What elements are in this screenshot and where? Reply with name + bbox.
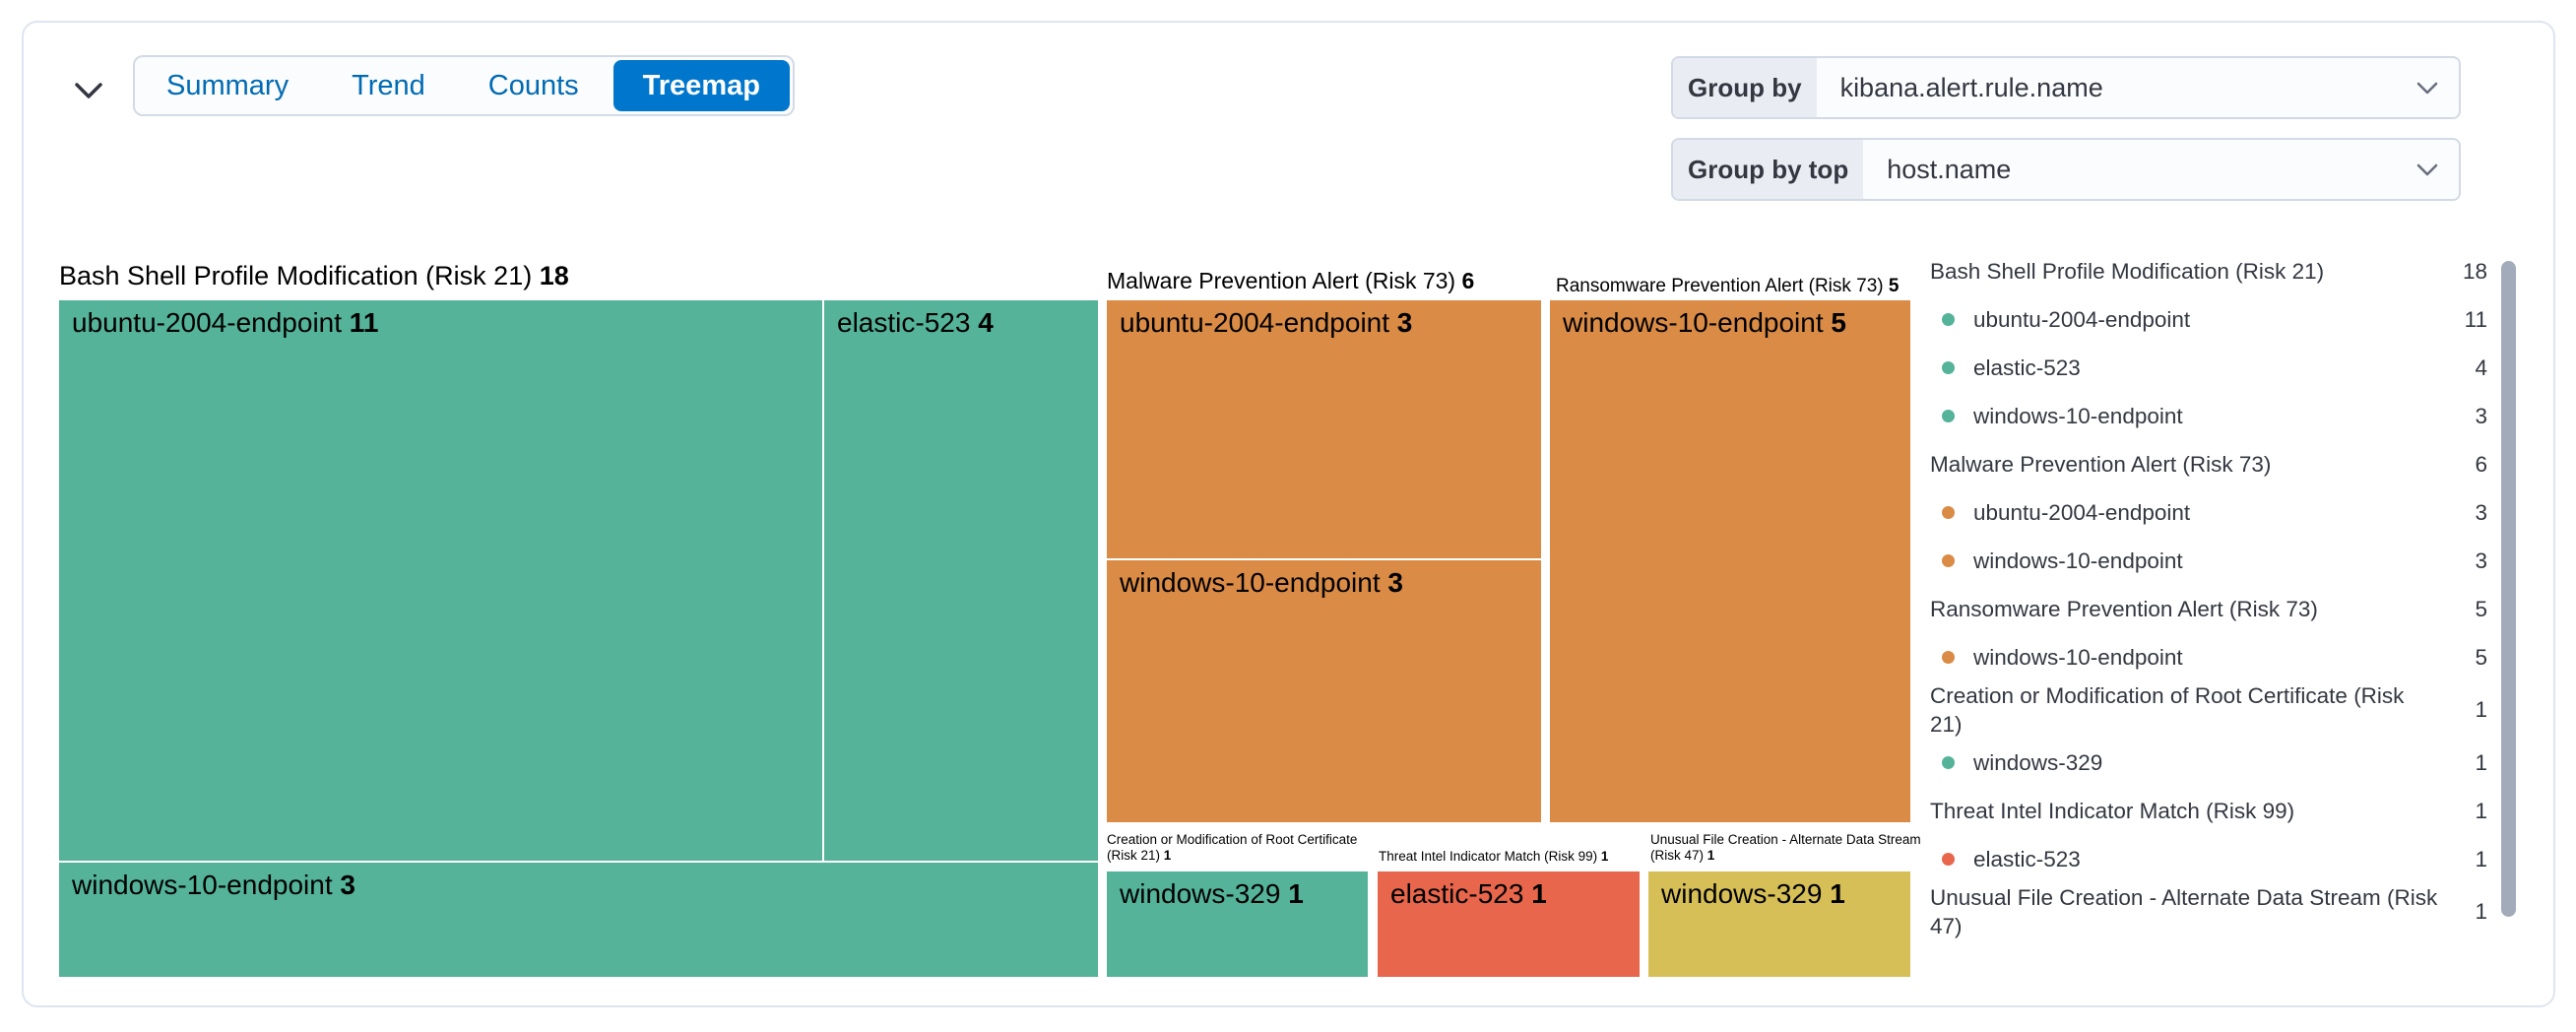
treemap-cell-label: elastic-523 1: [1390, 878, 1547, 909]
treemap-group-label: Creation or Modification of Root Certifi…: [1107, 832, 1358, 863]
tab-counts[interactable]: Counts: [457, 57, 611, 114]
legend-dot-icon: [1942, 651, 1955, 664]
treemap-cell-label: ubuntu-2004-endpoint 11: [72, 307, 379, 338]
chevron-down-icon: [2415, 58, 2459, 117]
collapse-panel-button[interactable]: [67, 70, 110, 113]
treemap-cell[interactable]: windows-329 1: [1648, 871, 1910, 977]
legend-label: Malware Prevention Alert (Risk 73): [1930, 452, 2272, 477]
legend-item-host[interactable]: ubuntu-2004-endpoint 3: [1930, 488, 2487, 537]
tab-trend[interactable]: Trend: [320, 57, 457, 114]
legend-item-host[interactable]: windows-10-endpoint 3: [1930, 392, 2487, 440]
group-by-label: Group by: [1673, 58, 1817, 117]
legend-dot-icon: [1942, 554, 1955, 567]
legend-item-rule[interactable]: Ransomware Prevention Alert (Risk 73) 5: [1930, 585, 2487, 633]
legend-value: 3: [2475, 548, 2487, 573]
chevron-down-icon: [74, 82, 103, 102]
legend-label: windows-10-endpoint: [1973, 404, 2183, 428]
legend-dot-icon: [1942, 410, 1955, 422]
legend-item-host[interactable]: windows-10-endpoint 5: [1930, 633, 2487, 681]
alerts-panel: Summary Trend Counts Treemap Group by ki…: [22, 21, 2555, 1007]
legend-label: Ransomware Prevention Alert (Risk 73): [1930, 597, 2318, 621]
legend-value: 3: [2475, 403, 2487, 428]
legend-item-rule[interactable]: Threat Intel Indicator Match (Risk 99) 1: [1930, 787, 2487, 835]
legend-value: 1: [2475, 749, 2487, 775]
legend-value: 5: [2475, 596, 2487, 621]
chevron-down-icon: [2415, 140, 2459, 199]
legend-label: elastic-523: [1973, 355, 2081, 380]
treemap-cell[interactable]: elastic-523 1: [1378, 871, 1640, 977]
legend-dot-icon: [1942, 756, 1955, 769]
legend-dot-icon: [1942, 313, 1955, 326]
legend-item-host[interactable]: ubuntu-2004-endpoint 11: [1930, 295, 2487, 344]
treemap-cell-label: windows-329 1: [1661, 878, 1845, 909]
group-by-top-select[interactable]: Group by top host.name: [1671, 138, 2461, 201]
legend-value: 1: [2475, 899, 2487, 924]
legend-item-host[interactable]: elastic-523 4: [1930, 344, 2487, 392]
tab-summary[interactable]: Summary: [135, 57, 320, 114]
group-by-top-label: Group by top: [1673, 140, 1864, 199]
legend-dot-icon: [1942, 853, 1955, 866]
legend-value: 1: [2475, 798, 2487, 823]
treemap-group-label: Unusual File Creation - Alternate Data S…: [1650, 832, 1921, 863]
treemap-group-label: Ransomware Prevention Alert (Risk 73) 5: [1556, 276, 1900, 296]
legend-item-host[interactable]: windows-329 1: [1930, 739, 2487, 787]
treemap-cell-label: windows-329 1: [1120, 878, 1304, 909]
legend-value: 18: [2462, 258, 2487, 284]
legend-item-rule[interactable]: Unusual File Creation - Alternate Data S…: [1930, 883, 2487, 940]
treemap-cell[interactable]: windows-329 1: [1107, 871, 1368, 977]
legend-scrollbar[interactable]: [2501, 261, 2516, 917]
treemap-cell[interactable]: ubuntu-2004-endpoint 3: [1107, 300, 1541, 558]
legend-value: 5: [2475, 644, 2487, 670]
legend-label: Unusual File Creation - Alternate Data S…: [1930, 885, 2438, 938]
legend-list: Bash Shell Profile Modification (Risk 21…: [1930, 247, 2487, 940]
legend-value: 3: [2475, 499, 2487, 525]
legend-label: elastic-523: [1973, 847, 2081, 871]
legend-label: windows-10-endpoint: [1973, 645, 2183, 670]
legend-label: windows-10-endpoint: [1973, 548, 2183, 573]
treemap-cell-label: windows-10-endpoint 3: [72, 870, 355, 900]
treemap-cell[interactable]: ubuntu-2004-endpoint 11: [59, 300, 822, 861]
legend-label: Bash Shell Profile Modification (Risk 21…: [1930, 259, 2325, 284]
treemap-group-label: Malware Prevention Alert (Risk 73) 6: [1107, 268, 1475, 293]
legend-label: Threat Intel Indicator Match (Risk 99): [1930, 799, 2295, 823]
treemap-cell-label: windows-10-endpoint 5: [1563, 307, 1846, 338]
legend-label: ubuntu-2004-endpoint: [1973, 500, 2191, 525]
legend-value: 1: [2475, 846, 2487, 871]
legend-label: Creation or Modification of Root Certifi…: [1930, 683, 2405, 737]
treemap: Bash Shell Profile Modification (Risk 21…: [24, 23, 2553, 1005]
legend-value: 11: [2464, 306, 2487, 332]
chart-view-tab-group: Summary Trend Counts Treemap: [133, 55, 795, 116]
legend-value: 1: [2475, 697, 2487, 722]
treemap-cell[interactable]: windows-10-endpoint 5: [1550, 300, 1910, 822]
legend-item-host[interactable]: windows-10-endpoint 3: [1930, 537, 2487, 585]
legend-item-rule[interactable]: Malware Prevention Alert (Risk 73) 6: [1930, 440, 2487, 488]
legend-value: 6: [2475, 451, 2487, 477]
treemap-group-label: Threat Intel Indicator Match (Risk 99) 1: [1379, 849, 1609, 864]
treemap-cell[interactable]: windows-10-endpoint 3: [59, 863, 1098, 977]
treemap-cell-label: ubuntu-2004-endpoint 3: [1120, 307, 1413, 338]
legend-label: windows-329: [1973, 750, 2103, 775]
treemap-cell[interactable]: elastic-523 4: [824, 300, 1098, 861]
legend-dot-icon: [1942, 506, 1955, 519]
legend-dot-icon: [1942, 361, 1955, 374]
treemap-cell-label: elastic-523 4: [837, 307, 994, 338]
group-by-select[interactable]: Group by kibana.alert.rule.name: [1671, 56, 2461, 119]
legend-item-host[interactable]: elastic-523 1: [1930, 835, 2487, 883]
legend-item-rule[interactable]: Bash Shell Profile Modification (Risk 21…: [1930, 247, 2487, 295]
treemap-cell-label: windows-10-endpoint 3: [1120, 567, 1403, 598]
treemap-group-label: Bash Shell Profile Modification (Risk 21…: [59, 261, 569, 290]
legend-item-rule[interactable]: Creation or Modification of Root Certifi…: [1930, 681, 2487, 739]
tab-treemap[interactable]: Treemap: [612, 60, 790, 111]
legend-label: ubuntu-2004-endpoint: [1973, 307, 2191, 332]
group-by-top-value: host.name: [1887, 154, 2012, 184]
legend-value: 4: [2475, 355, 2487, 380]
group-by-value: kibana.alert.rule.name: [1839, 72, 2103, 102]
treemap-cell[interactable]: windows-10-endpoint 3: [1107, 560, 1541, 822]
